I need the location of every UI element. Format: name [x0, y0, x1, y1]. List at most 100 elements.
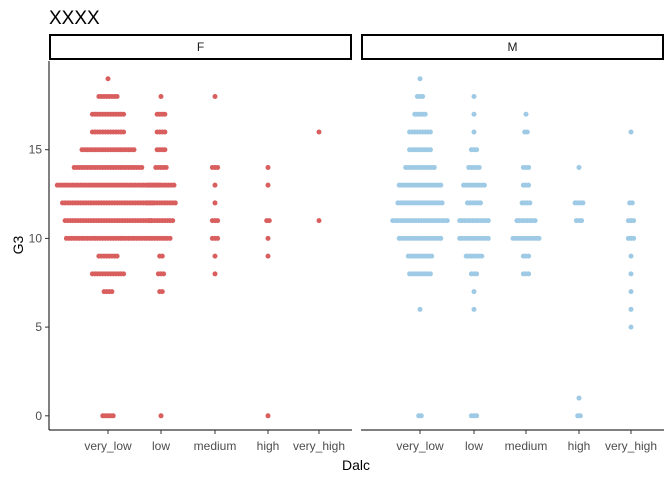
facet-strip	[49, 34, 352, 60]
data-point	[628, 306, 634, 312]
data-point	[212, 93, 218, 99]
x-tick-label: very_high	[605, 439, 657, 453]
data-point	[265, 164, 271, 170]
data-point	[629, 200, 635, 206]
data-point	[316, 218, 322, 224]
facet-strip-label: M	[508, 40, 518, 54]
data-point	[579, 218, 585, 224]
y-tick-label: 0	[35, 409, 42, 423]
data-point	[162, 111, 168, 117]
data-point	[526, 271, 532, 277]
data-point	[471, 93, 477, 99]
data-point	[471, 306, 477, 312]
x-tick-label: very_low	[396, 439, 444, 453]
data-point	[427, 147, 433, 153]
y-tick-label: 5	[35, 320, 42, 334]
facet-strip	[361, 34, 664, 60]
x-tick-label: low	[152, 439, 170, 453]
data-point	[576, 164, 582, 170]
data-point	[215, 164, 221, 170]
data-point	[215, 235, 221, 241]
data-point	[471, 289, 477, 295]
data-point	[471, 129, 477, 135]
data-point	[532, 218, 538, 224]
data-point	[212, 253, 218, 259]
data-point	[417, 306, 423, 312]
data-point	[162, 147, 168, 153]
x-tick-label: low	[465, 439, 483, 453]
data-point	[105, 76, 111, 82]
x-tick-label: medium	[505, 439, 548, 453]
data-point	[114, 93, 120, 99]
data-point	[163, 164, 169, 170]
data-point	[577, 413, 583, 419]
data-point	[479, 253, 485, 259]
x-axis-title: Dalc	[342, 457, 370, 473]
data-point	[478, 200, 483, 206]
facet-strip-label: F	[197, 40, 204, 54]
data-point	[580, 200, 586, 206]
data-point	[170, 218, 176, 224]
data-point	[121, 129, 127, 135]
data-point	[215, 218, 221, 224]
data-point	[121, 111, 127, 117]
data-point	[474, 413, 480, 419]
data-point	[427, 271, 433, 277]
data-point	[526, 164, 532, 170]
data-point	[158, 93, 164, 99]
data-point	[266, 218, 272, 224]
data-point	[114, 253, 120, 259]
x-tick-label: very_low	[84, 439, 132, 453]
x-tick-label: high	[257, 439, 280, 453]
data-point	[265, 182, 271, 188]
data-point	[121, 271, 127, 277]
data-point	[131, 147, 137, 153]
data-point	[159, 253, 165, 259]
data-point	[628, 271, 634, 277]
x-tick-label: very_high	[293, 439, 345, 453]
chart-title: XXXX	[49, 8, 100, 29]
data-point	[172, 200, 178, 206]
data-point	[439, 200, 445, 206]
data-point	[576, 395, 582, 401]
data-point	[481, 182, 487, 188]
data-point	[212, 200, 218, 206]
data-point	[427, 129, 433, 135]
data-point	[476, 164, 482, 170]
data-point	[471, 111, 477, 117]
x-tick-label: high	[568, 439, 591, 453]
data-point	[167, 235, 173, 241]
data-point	[474, 271, 480, 277]
data-point	[429, 253, 435, 259]
data-point	[171, 182, 177, 188]
data-point	[265, 235, 271, 241]
data-point	[212, 182, 218, 188]
data-point	[631, 235, 637, 241]
data-point	[628, 253, 634, 259]
data-point	[524, 129, 530, 135]
data-point	[418, 413, 424, 419]
data-point	[162, 129, 168, 135]
data-point	[265, 413, 271, 419]
data-point	[444, 218, 450, 224]
data-series-F	[54, 76, 322, 419]
data-point	[628, 324, 634, 330]
data-point	[316, 129, 322, 135]
data-point	[109, 289, 115, 295]
data-point	[523, 111, 529, 117]
data-point	[485, 218, 491, 224]
y-tick-label: 15	[29, 143, 43, 157]
data-point	[631, 218, 637, 224]
data-point	[438, 235, 444, 241]
y-axis-title: G3	[10, 235, 26, 254]
data-point	[161, 271, 167, 277]
data-point	[159, 289, 165, 295]
data-point	[139, 164, 145, 170]
data-point	[417, 76, 423, 82]
data-point	[422, 111, 428, 117]
data-point	[212, 271, 218, 277]
data-point	[431, 164, 437, 170]
